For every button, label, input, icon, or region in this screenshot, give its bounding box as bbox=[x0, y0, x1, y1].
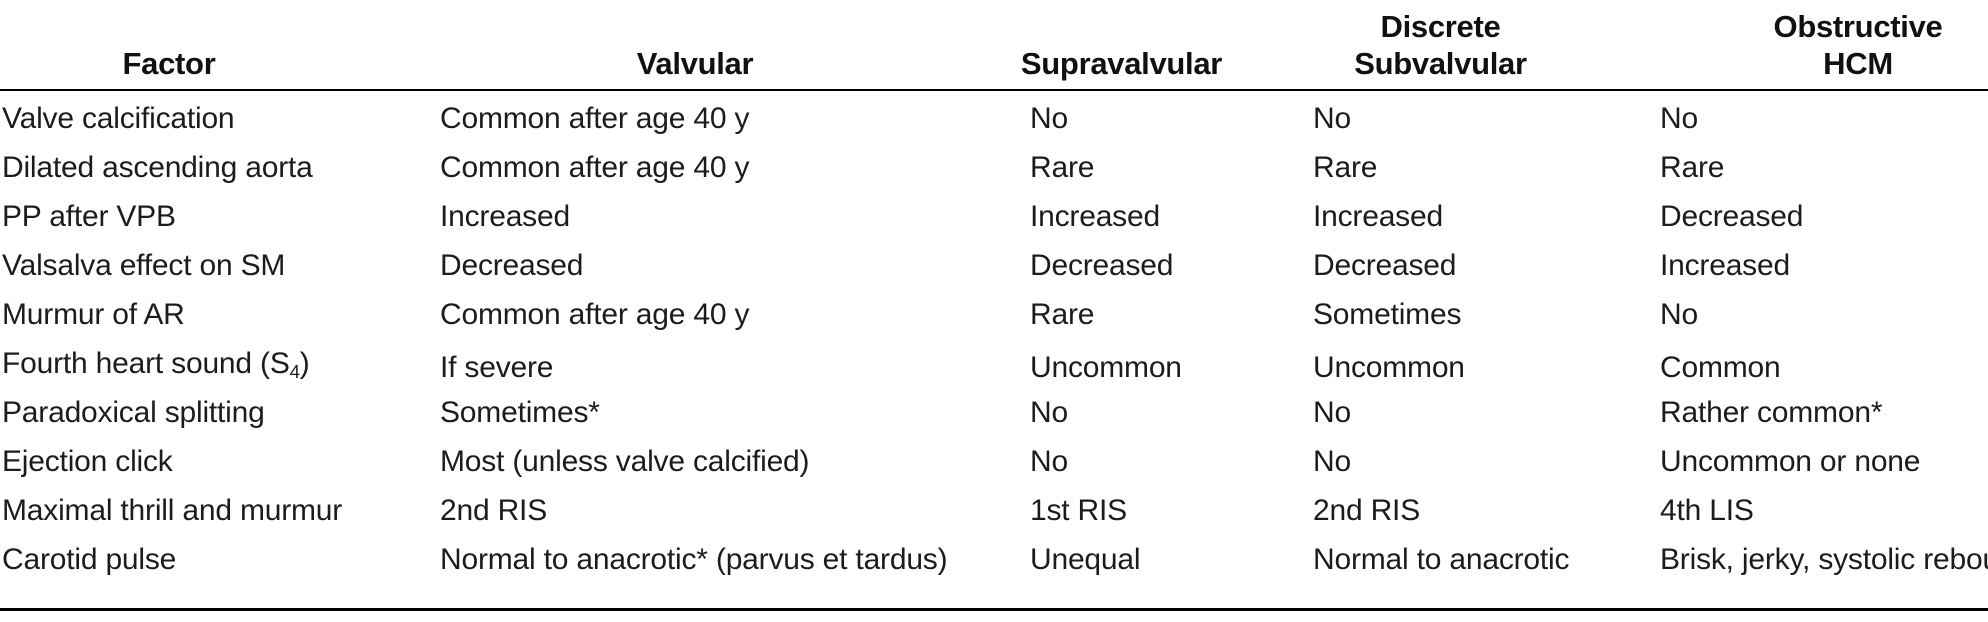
table-body: Valve calcification Common after age 40 … bbox=[0, 94, 1988, 584]
header-line1: Obstructive bbox=[1773, 9, 1943, 44]
cell-discrete-subvalvular: No bbox=[1313, 102, 1351, 135]
cell-factor: Dilated ascending aorta bbox=[2, 151, 313, 184]
cell-discrete-subvalvular: No bbox=[1313, 396, 1351, 429]
header-cell-supravalvular: Supravalvular bbox=[980, 0, 1263, 89]
cell-factor: Ejection click bbox=[2, 445, 173, 478]
cell-factor: Fourth heart sound (S4) bbox=[0, 339, 440, 396]
cell-valvular: Sometimes* bbox=[440, 396, 600, 429]
table-row: Valve calcification Common after age 40 … bbox=[0, 94, 1988, 143]
table-footer-spacer bbox=[0, 584, 1988, 608]
cell-valvular: Common after age 40 y bbox=[440, 102, 750, 135]
header-cell-discrete-subvalvular: Discrete Subvalvular bbox=[1267, 0, 1614, 89]
header-cell-valvular: Valvular bbox=[400, 0, 990, 89]
cell-factor: Paradoxical splitting bbox=[2, 396, 265, 429]
table-row: Maximal thrill and murmur 2nd RIS 1st RI… bbox=[0, 486, 1988, 535]
cell-factor: Valsalva effect on SM bbox=[2, 249, 286, 282]
header-cell-factor: Factor bbox=[0, 0, 389, 89]
cell-discrete-subvalvular: Normal to anacrotic bbox=[1313, 543, 1570, 576]
cell-supravalvular: Rare bbox=[1030, 151, 1095, 184]
cell-obstructive-hcm: 4th LIS bbox=[1660, 494, 1754, 527]
cell-discrete-subvalvular: Sometimes bbox=[1313, 298, 1462, 331]
cell-supravalvular: No bbox=[1030, 102, 1068, 135]
header-line2: Valvular bbox=[636, 46, 754, 81]
cell-valvular: 2nd RIS bbox=[440, 494, 547, 527]
header-line2: Supravalvular bbox=[1020, 46, 1223, 81]
cell-supravalvular: Rare bbox=[1030, 298, 1095, 331]
cell-factor: Valve calcification bbox=[2, 102, 235, 135]
table-header-row: Factor Valvular Supravalvular Discrete S… bbox=[0, 0, 1988, 91]
header-line1: Discrete bbox=[1380, 9, 1501, 44]
cell-discrete-subvalvular: No bbox=[1313, 445, 1351, 478]
cell-factor: PP after VPB bbox=[2, 200, 176, 233]
cell-obstructive-hcm: Rather common* bbox=[1660, 396, 1883, 429]
cell-discrete-subvalvular: Increased bbox=[1313, 200, 1443, 233]
cell-obstructive-hcm: Decreased bbox=[1660, 200, 1804, 233]
cell-valvular: Common after age 40 y bbox=[440, 298, 750, 331]
cell-supravalvular: Increased bbox=[1030, 200, 1160, 233]
cell-discrete-subvalvular: 2nd RIS bbox=[1313, 494, 1420, 527]
cell-valvular: Decreased bbox=[440, 249, 584, 282]
header-cell-obstructive-hcm: Obstructive HCM bbox=[1694, 0, 1988, 89]
cell-obstructive-hcm: No bbox=[1660, 298, 1698, 331]
s4-subscript: 4 bbox=[289, 361, 300, 383]
header-line2: Factor bbox=[122, 46, 216, 81]
cell-obstructive-hcm: Brisk, jerky, systolic rebou bbox=[1660, 543, 1988, 576]
cell-supravalvular: 1st RIS bbox=[1030, 494, 1127, 527]
cell-obstructive-hcm: Common bbox=[1660, 351, 1781, 385]
cell-valvular: Normal to anacrotic* (parvus et tardus) bbox=[440, 543, 948, 576]
cell-factor: Carotid pulse bbox=[2, 543, 177, 576]
cell-discrete-subvalvular: Decreased bbox=[1313, 249, 1457, 282]
cell-supravalvular: Decreased bbox=[1030, 249, 1174, 282]
table-row: Murmur of AR Common after age 40 y Rare … bbox=[0, 290, 1988, 339]
cell-discrete-subvalvular: Uncommon bbox=[1313, 351, 1465, 385]
cell-obstructive-hcm: Uncommon or none bbox=[1660, 445, 1921, 478]
cell-valvular: Increased bbox=[440, 200, 570, 233]
cell-obstructive-hcm: Rare bbox=[1660, 151, 1725, 184]
cell-valvular: Common after age 40 y bbox=[440, 151, 750, 184]
table-row: Dilated ascending aorta Common after age… bbox=[0, 143, 1988, 192]
cell-discrete-subvalvular: Rare bbox=[1313, 151, 1378, 184]
cell-valvular: If severe bbox=[440, 351, 554, 385]
cell-supravalvular: No bbox=[1030, 396, 1068, 429]
cell-factor: Maximal thrill and murmur bbox=[2, 494, 343, 527]
cell-obstructive-hcm: Increased bbox=[1660, 249, 1790, 282]
cell-supravalvular: Uncommon bbox=[1030, 351, 1182, 385]
table-row: Paradoxical splitting Sometimes* No No R… bbox=[0, 388, 1988, 437]
cell-valvular: Most (unless valve calcified) bbox=[440, 445, 810, 478]
factor-text: Fourth heart sound (S bbox=[2, 347, 290, 380]
table-row: Carotid pulse Normal to anacrotic* (parv… bbox=[0, 535, 1988, 584]
table-row: PP after VPB Increased Increased Increas… bbox=[0, 192, 1988, 241]
cell-obstructive-hcm: No bbox=[1660, 102, 1698, 135]
factor-text: ) bbox=[299, 347, 310, 380]
header-line2: Subvalvular bbox=[1354, 46, 1527, 81]
header-line2: HCM bbox=[1823, 46, 1893, 81]
table-row: Ejection click Most (unless valve calcif… bbox=[0, 437, 1988, 486]
cell-supravalvular: No bbox=[1030, 445, 1068, 478]
table-row: Valsalva effect on SM Decreased Decrease… bbox=[0, 241, 1988, 290]
cell-supravalvular: Unequal bbox=[1030, 543, 1141, 576]
table-row: Fourth heart sound (S4) If severe Uncomm… bbox=[0, 339, 1988, 388]
cell-factor: Murmur of AR bbox=[2, 298, 185, 331]
